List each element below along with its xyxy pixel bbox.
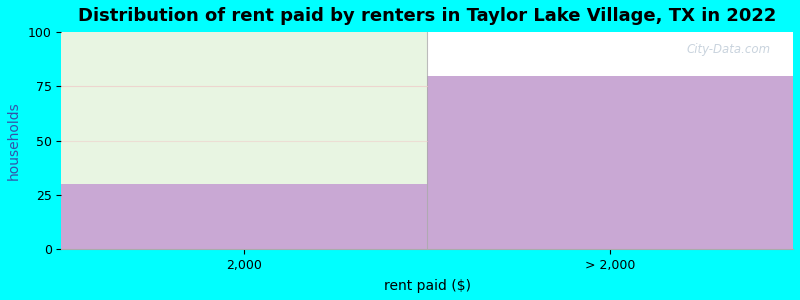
Bar	[62, 184, 427, 249]
Bar	[427, 76, 793, 249]
Title: Distribution of rent paid by renters in Taylor Lake Village, TX in 2022: Distribution of rent paid by renters in …	[78, 7, 777, 25]
Y-axis label: households: households	[7, 101, 21, 180]
Text: City-Data.com: City-Data.com	[687, 43, 771, 56]
Bar	[62, 32, 427, 184]
X-axis label: rent paid ($): rent paid ($)	[384, 279, 470, 293]
